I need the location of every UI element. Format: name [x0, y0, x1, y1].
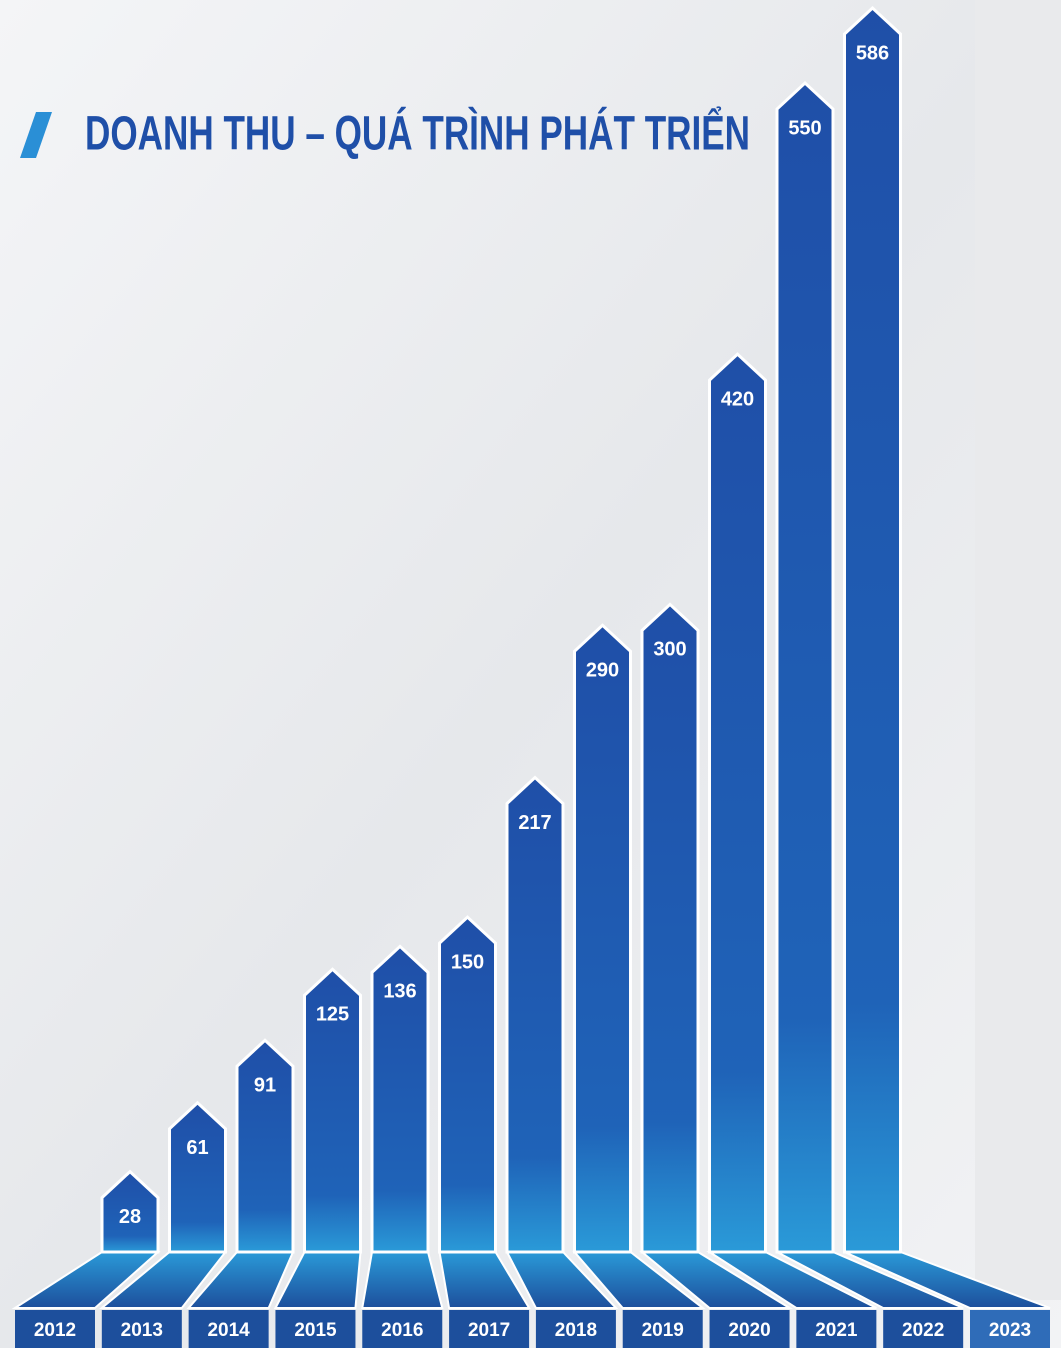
ribbon	[361, 1251, 444, 1309]
value-label: 61	[186, 1137, 208, 1159]
value-label: 586	[856, 42, 889, 64]
x-label-box	[449, 1310, 530, 1348]
x-label-box	[622, 1310, 703, 1348]
value-label: 290	[586, 660, 619, 682]
x-tick-label: 2015	[294, 1320, 337, 1341]
x-tick-label: 2018	[555, 1320, 597, 1341]
x-label-box	[970, 1310, 1050, 1348]
value-label: 217	[518, 812, 551, 834]
x-label-box	[796, 1310, 877, 1348]
bar	[505, 775, 565, 1254]
bar	[303, 967, 362, 1254]
x-tick-label: 2013	[121, 1320, 163, 1341]
x-label-box	[883, 1310, 964, 1348]
x-label-box	[15, 1310, 95, 1348]
value-label: 420	[721, 388, 754, 410]
title-icon	[20, 112, 52, 158]
x-tick-label: 2020	[728, 1320, 770, 1341]
bar	[708, 352, 767, 1254]
side-panel	[975, 0, 1061, 1300]
x-label-box	[101, 1310, 182, 1348]
bar	[775, 81, 835, 1254]
x-tick-label: 2022	[902, 1320, 944, 1341]
bar	[100, 1169, 160, 1254]
bar	[168, 1100, 227, 1254]
bar	[640, 602, 700, 1254]
x-tick-label: 2021	[815, 1320, 858, 1341]
x-tick-label: 2012	[34, 1320, 76, 1341]
value-label: 28	[119, 1206, 141, 1228]
bar	[235, 1038, 295, 1254]
value-label: 91	[254, 1075, 276, 1097]
x-label-box	[188, 1310, 269, 1348]
x-tick-label: 2017	[468, 1320, 510, 1341]
value-label: 150	[451, 951, 484, 973]
x-label-box	[362, 1310, 443, 1348]
bar	[843, 5, 902, 1254]
x-label-box	[709, 1310, 790, 1348]
x-tick-label: 2014	[207, 1320, 250, 1341]
bar	[573, 623, 632, 1254]
value-label: 136	[383, 981, 416, 1003]
value-label: 125	[316, 1004, 349, 1026]
x-tick-label: 2019	[642, 1320, 684, 1341]
bar	[370, 944, 430, 1254]
value-label: 300	[653, 639, 686, 661]
bar	[438, 915, 497, 1254]
x-label-box	[275, 1310, 356, 1348]
x-label-box	[535, 1310, 616, 1348]
chart-title: DOANH THU – QUÁ TRÌNH PHÁT TRIỂN	[85, 107, 750, 161]
x-tick-label: 2016	[381, 1320, 423, 1341]
x-tick-label: 2023	[989, 1320, 1031, 1341]
value-label: 550	[788, 117, 821, 139]
